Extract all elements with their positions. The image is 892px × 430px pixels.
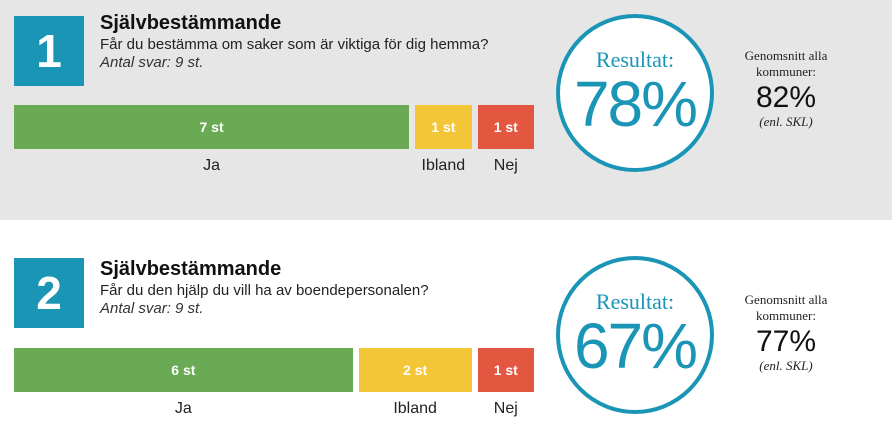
result-value: 78%	[573, 68, 698, 140]
question-header: Självbestämmande Får du bestämma om sake…	[100, 12, 488, 72]
average-value: 82%	[755, 81, 817, 114]
stacked-bar: 6 st 2 st 1 st	[14, 348, 534, 392]
bar-segment-nej: 1 st	[477, 105, 534, 149]
response-count: Antal svar: 9 st.	[100, 54, 204, 71]
question-text: Får du bestämma om saker som är viktiga …	[100, 36, 489, 53]
category-label-ibland: Ibland	[421, 157, 466, 174]
bar-segment-ja: 7 st	[14, 105, 410, 149]
average-label: Genomsnitt alla kommuner:	[744, 48, 828, 79]
result-circle: Resultat: 67%	[556, 256, 714, 414]
question-header: Självbestämmande Får du den hjälp du vil…	[100, 258, 429, 318]
question-text: Får du den hjälp du vill ha av boendeper…	[100, 282, 429, 299]
question-title: Självbestämmande	[100, 12, 282, 34]
average-value: 77%	[755, 325, 817, 358]
average-box: Genomsnitt alla kommuner: 77% (enl. SKL)	[724, 292, 848, 374]
bar-segment-nej: 1 st	[477, 348, 534, 392]
question-title: Självbestämmande	[100, 258, 282, 280]
category-label-ibland: Ibland	[393, 400, 437, 417]
category-label-nej: Nej	[493, 400, 518, 417]
survey-panel-2: 2 Självbestämmande Får du den hjälp du v…	[0, 244, 892, 430]
average-source: (enl. SKL)	[759, 358, 813, 373]
result-circle: Resultat: 78%	[556, 14, 714, 172]
question-number-badge: 2	[14, 258, 84, 328]
result-label: Resultat:	[595, 47, 675, 72]
stacked-bar: 7 st 1 st 1 st	[14, 105, 534, 149]
category-label-ja: Ja	[174, 400, 192, 417]
result-label: Resultat:	[595, 289, 675, 314]
bar-segment-ibland: 2 st	[358, 348, 472, 392]
average-box: Genomsnitt alla kommuner: 82% (enl. SKL)	[724, 48, 848, 130]
category-label-nej: Nej	[493, 157, 518, 174]
response-count: Antal svar: 9 st.	[100, 300, 204, 317]
average-label: Genomsnitt alla kommuner:	[744, 292, 828, 323]
survey-panel-1: 1 Självbestämmande Får du bestämma om sa…	[0, 0, 892, 220]
category-label-ja: Ja	[203, 157, 220, 174]
bar-segment-ja: 6 st	[14, 348, 353, 392]
bar-segment-ibland: 1 st	[415, 105, 472, 149]
average-source: (enl. SKL)	[759, 114, 813, 129]
question-number-badge: 1	[14, 16, 84, 86]
result-value: 67%	[573, 310, 698, 382]
